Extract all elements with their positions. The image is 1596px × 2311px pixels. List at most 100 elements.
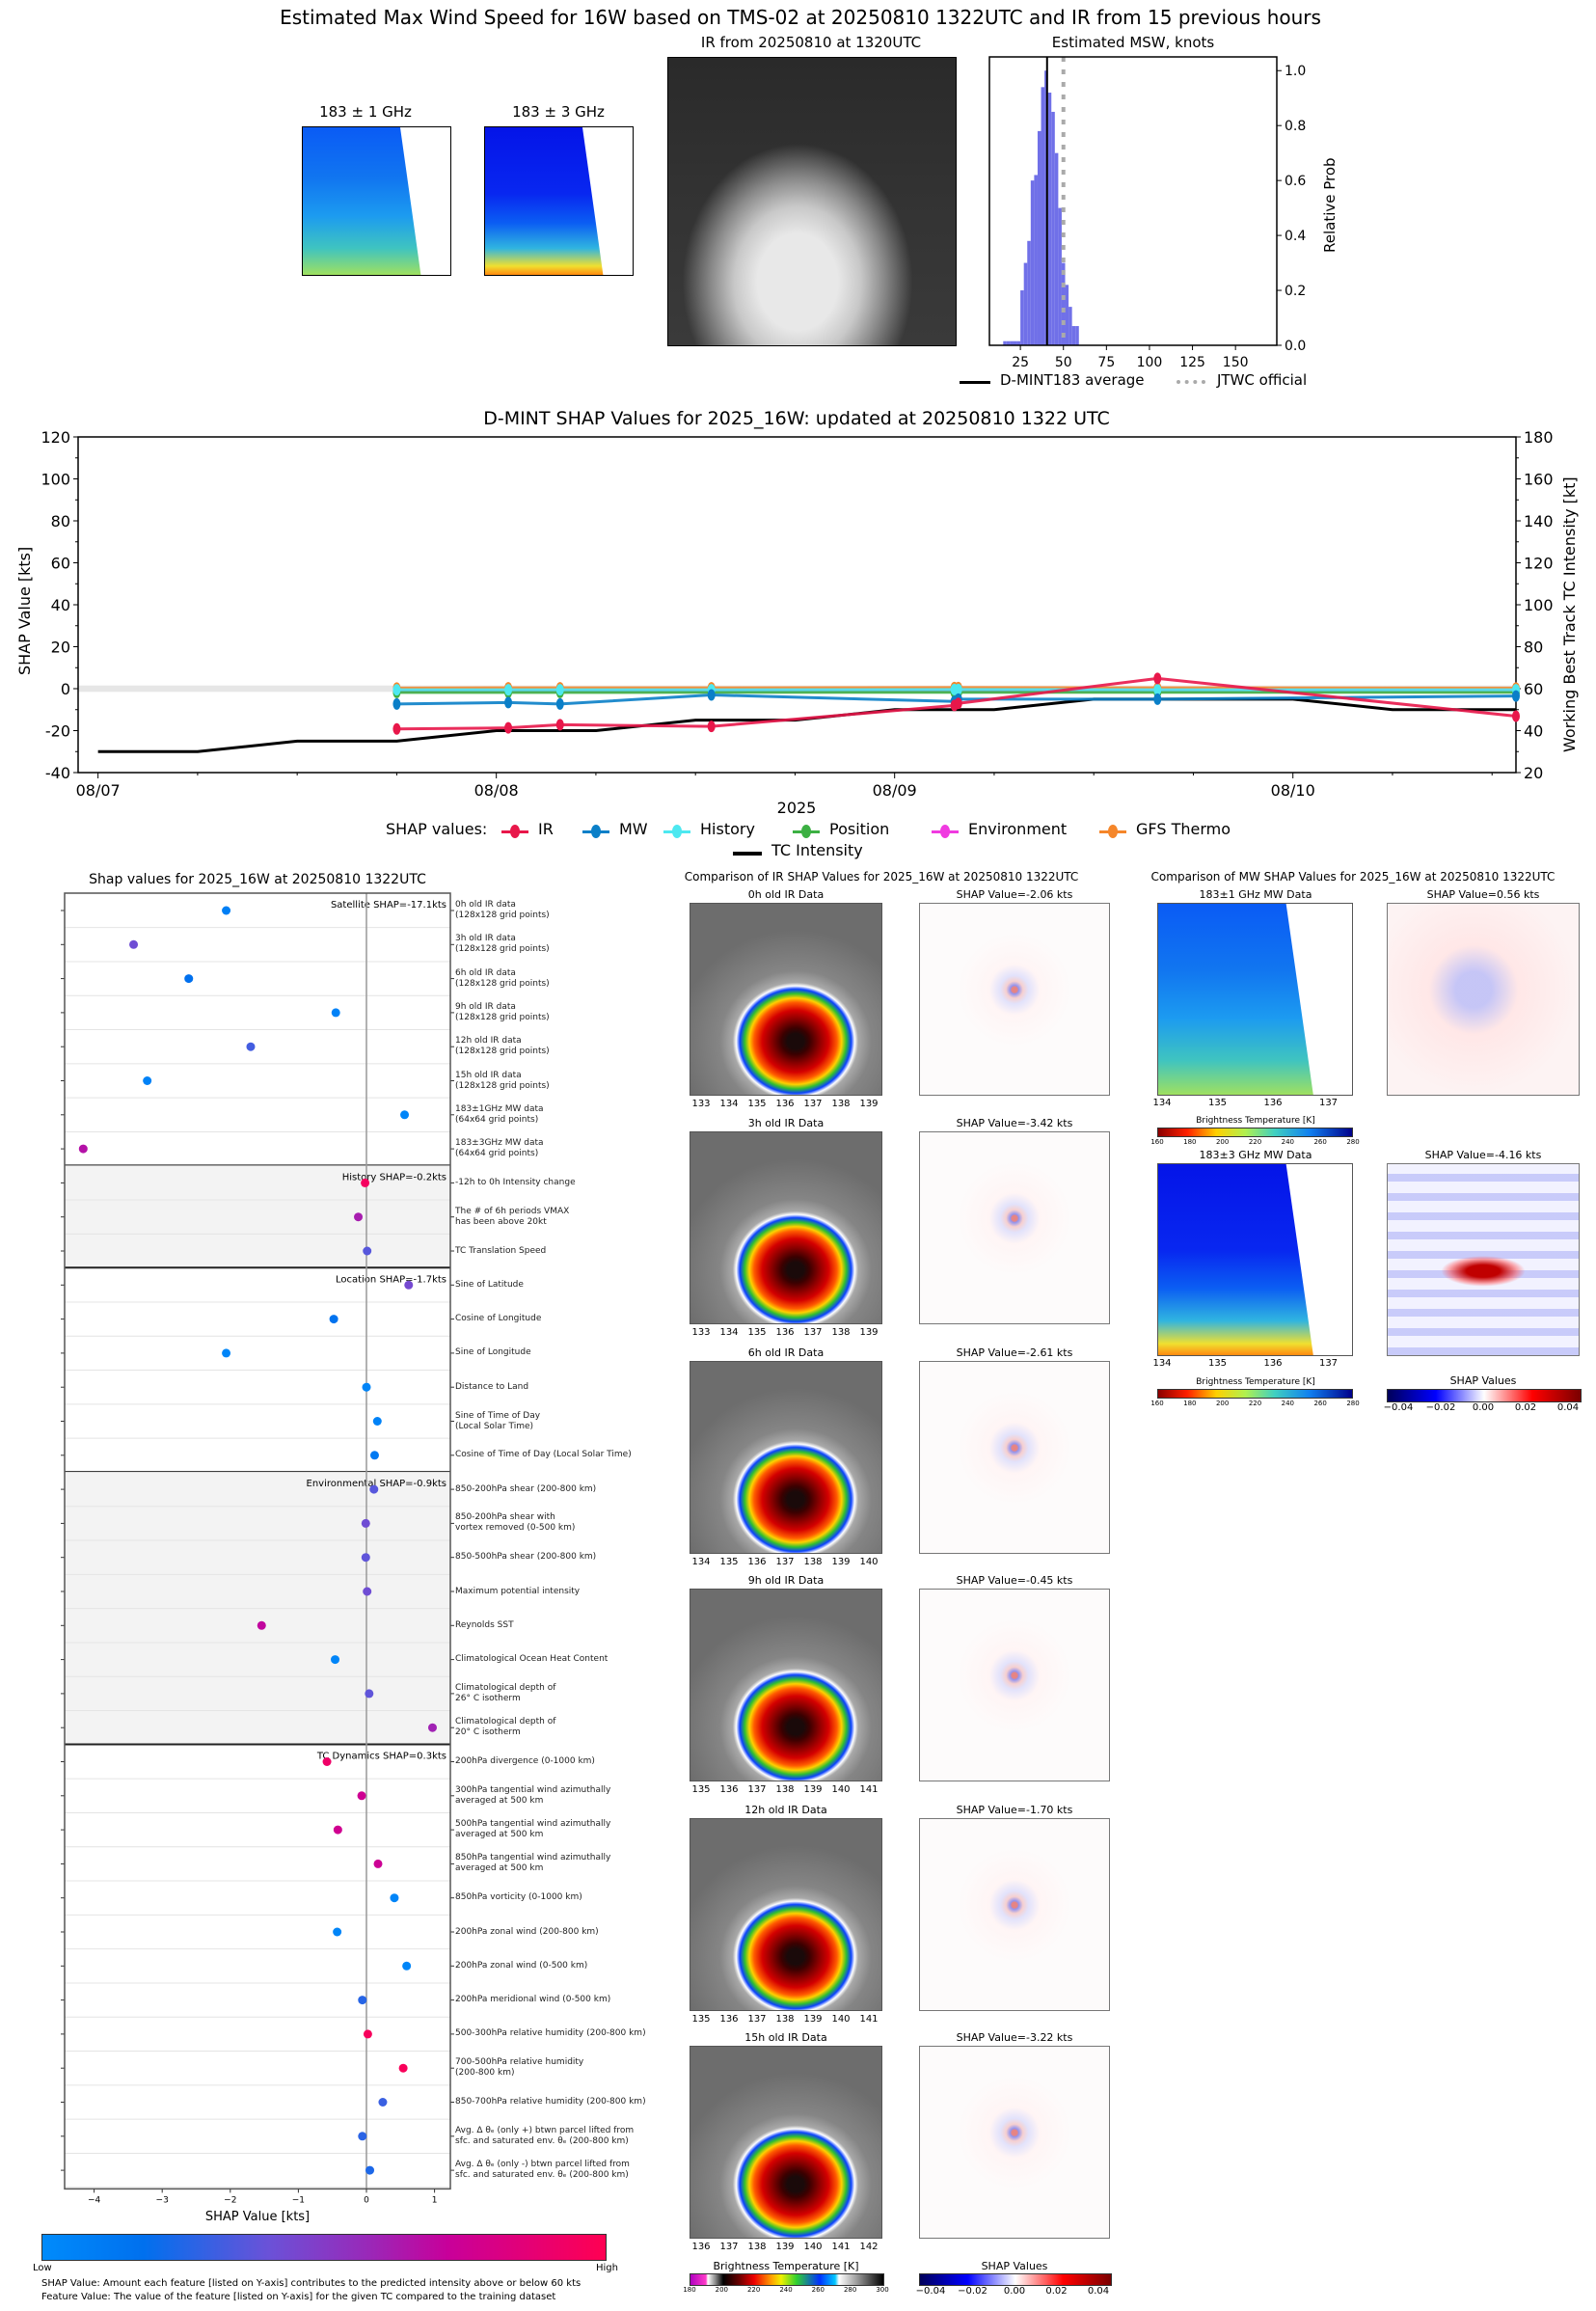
histogram-ytick-label: 0.8 [1285,119,1306,134]
shap-point-V850 [373,1859,383,1868]
feature-description: 200hPa divergence (0-1000 km) [455,1756,595,1766]
feature-description: 500-300hPa relative humidity (200-800 km… [455,2028,646,2039]
histogram-bar [1020,290,1024,345]
shap-tick-label: 0.02 [1045,2286,1068,2297]
shap-tick-label: 0.04 [1087,2286,1110,2297]
bt-tick-label: 180 [683,2286,696,2294]
legend-avg-label: D-MINT183 average [1000,371,1145,389]
ir-bt-colorbar [690,2273,884,2286]
series-point-mw [1153,693,1162,705]
ir-xtick-label: 138 [831,1327,851,1338]
shap-point-cos_local_time [369,1451,379,1460]
colorbar-low-label: Low [33,2263,52,2273]
mw-bt-tick-label: 200 [1215,1400,1230,1407]
series-point-history [504,684,513,696]
ir-xtick-label: 138 [831,1099,851,1109]
histogram-xtick-label: 125 [1179,355,1205,370]
bt-tick-label: 220 [746,2286,761,2294]
legend-label: IR [538,820,554,838]
shap-point-SPD [363,1246,372,1256]
mw-image-data [1158,904,1313,1095]
histogram-xtick-label: 50 [1055,355,1072,370]
ir-xtick-label: 140 [859,1557,879,1567]
ir-xtick-label: 137 [803,1099,823,1109]
feature-description: Sine of Time of Day (Local Solar Time) [455,1410,541,1431]
histogram-bar [1027,240,1031,345]
xtick-label: 08/07 [76,781,121,800]
shap-point-V500 [333,1825,342,1835]
feature-description: 850-700hPa relative humidity (200-800 km… [455,2097,646,2107]
ir-image [690,1589,882,1781]
y2tick-label: 140 [1524,512,1554,530]
ir-panel-title: 12h old IR Data [744,1804,827,1816]
section-shap-total: History SHAP=-0.2kts [342,1172,446,1183]
timeseries-xlabel: 2025 [776,799,817,817]
ir-panel-title: 15h old IR Data [744,2031,827,2044]
shap-point-6h_old_IR [184,974,194,984]
series-point-history [555,684,564,696]
ir-bt-colorbar-label: Brightness Temperature [K] [713,2260,859,2272]
series-line-ir [396,676,1517,731]
ir-image [690,1131,882,1324]
feature-description: 500hPa tangential wind azimuthally avera… [455,1819,611,1840]
shap-point-U20C [402,1961,412,1971]
ir-xtick-label: 140 [831,2014,851,2025]
ir-xtick-label: 141 [859,2014,879,2025]
bt-tick-label: 200 [715,2286,729,2294]
mw-xtick-label: 134 [1152,1098,1172,1108]
shap-point-cos_lon [329,1315,338,1324]
ir-xtick-label: 139 [775,2242,795,2252]
feature-description: -12h to 0h Intensity change [455,1177,576,1187]
ir-panel-title: 0h old IR Data [747,888,825,901]
mw-shap-map [1387,1163,1580,1356]
mw-bt-tick-label: 160 [1150,1138,1164,1146]
feature-description: Distance to Land [455,1381,529,1392]
ir-panel-title: 9h old IR Data [747,1574,825,1587]
ir-panel-title: 3h old IR Data [747,1117,825,1129]
ir-xtick-label: 139 [803,1784,823,1795]
histogram-xtick-label: 150 [1223,355,1249,370]
shap-point-V20C [358,1996,367,2005]
ir-xtick-label: 138 [747,2242,767,2252]
shap-point-RHHI [363,2029,372,2039]
ir-xtick-label: 134 [691,1557,711,1567]
feature-description: 850-500hPa shear (200-800 km) [455,1552,597,1563]
ir-xtick-label: 135 [747,1327,767,1338]
mw-xtick-label: 134 [1152,1358,1172,1369]
ir-shap-title: SHAP Value=-3.42 kts [956,1117,1073,1129]
histogram-bar [1051,111,1055,345]
ytick-label: 120 [41,428,70,447]
mw-bt-tick-label: 240 [1281,1400,1295,1407]
histogram-bar [1075,326,1079,345]
series-point-ir [392,722,401,735]
feature-description: 700-500hPa relative humidity (200-800 km… [455,2057,584,2079]
shap-point-SHRD [369,1484,379,1494]
ir-shap-title: SHAP Value=-2.61 kts [956,1346,1073,1359]
mw-shap-tick-label: 0.02 [1514,1402,1537,1413]
shap-panel-frame [64,892,451,2190]
series-point-ir [504,721,513,734]
shap-tick-label: −0.04 [915,2286,946,2297]
colorbar-high-label: High [596,2263,618,2273]
legend-label-tc-intensity: TC Intensity [771,841,863,859]
series-point-ir [954,697,962,710]
shap-point-Z850 [390,1893,399,1903]
ir-xtick-label: 136 [719,1784,739,1795]
ir-shap-title: SHAP Value=-3.22 kts [956,2031,1073,2044]
ir-image [690,2046,882,2239]
feature-description: Cosine of Longitude [455,1314,542,1324]
histogram-bar [1041,87,1045,346]
ir-shap-map [919,903,1110,1096]
xtick-label: −1 [292,2195,305,2205]
y2tick-label: 20 [1524,764,1543,782]
timeseries-legend: SHAP values: IR MW History Position Environm… [386,820,1254,868]
series-point-mw [504,696,513,709]
mw-bt-tick-label: 180 [1183,1138,1197,1146]
mw-panel-title: 183±1 GHz MW Data [1199,888,1312,901]
shap-point-0h_old_IR [222,906,231,915]
series-point-ir [1153,672,1162,685]
timeseries-frame [77,436,1517,774]
ir-xtick-label: 140 [803,2242,823,2252]
feature-description: 9h old IR data (128x128 grid points) [455,1001,550,1022]
